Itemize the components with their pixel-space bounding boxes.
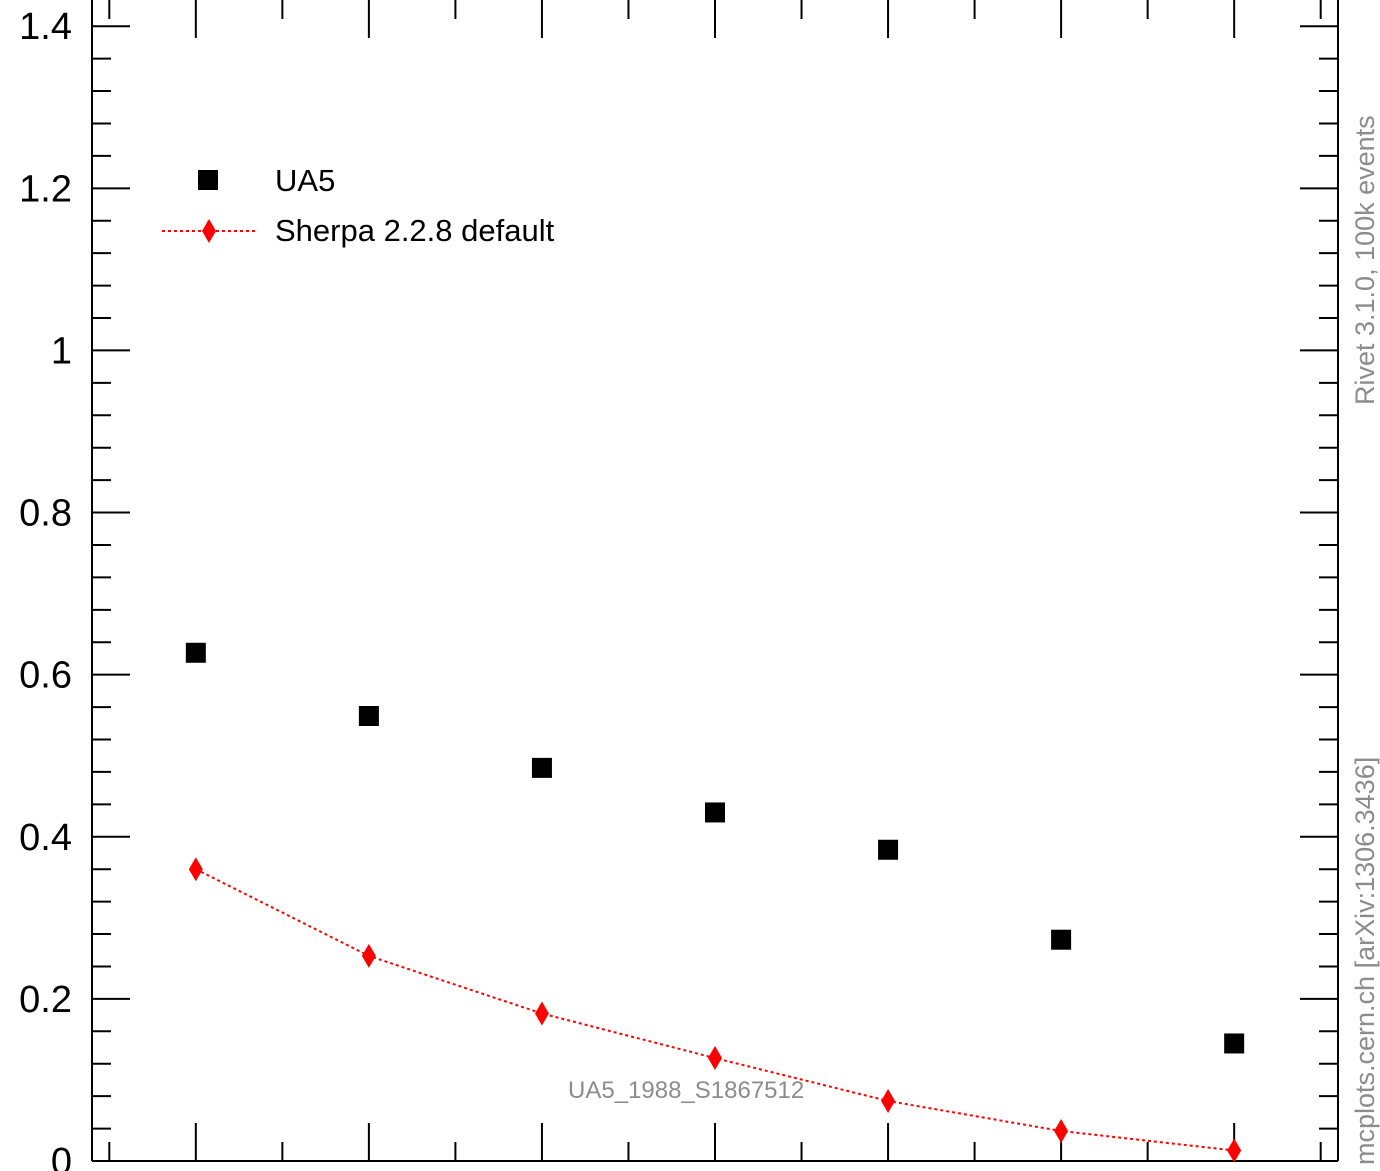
- legend-marker-ua5: [198, 170, 218, 190]
- sherpa-point: [881, 1089, 896, 1114]
- series-ua5: [185, 642, 1245, 1054]
- y-tick-label: 0.4: [19, 817, 72, 859]
- sherpa-point: [708, 1046, 722, 1071]
- sherpa-point: [1227, 1138, 1242, 1163]
- series-sherpa: [188, 857, 1242, 1163]
- y-axis: 0 0.2 0.4 0.6 0.8 1 1.2 1.4: [19, 6, 1338, 1171]
- legend-marker-sherpa: [202, 219, 216, 243]
- ua5-point: [878, 839, 899, 860]
- ua5-point: [531, 757, 552, 778]
- legend-label-sherpa: Sherpa 2.2.8 default: [275, 213, 555, 248]
- ua5-point: [705, 802, 725, 823]
- y-tick-label: 1.4: [19, 6, 72, 48]
- ua5-point: [1051, 929, 1072, 950]
- y-tick-label: 0.8: [19, 493, 72, 535]
- sherpa-line: [195, 868, 1235, 1152]
- y-tick-label: 0.6: [19, 655, 72, 697]
- sherpa-point: [188, 857, 203, 882]
- legend-label-ua5: UA5: [275, 163, 335, 198]
- y-tick-label: 1.2: [19, 168, 72, 210]
- mcplots-label: mcplots.cern.ch [arXiv:1306.3436]: [1350, 757, 1380, 1165]
- y-tick-label: 0: [51, 1141, 72, 1171]
- ua5-point: [185, 642, 206, 663]
- ua5-point: [1224, 1033, 1245, 1054]
- analysis-watermark: UA5_1988_S1867512: [568, 1077, 804, 1104]
- y-tick-label: 0.2: [19, 979, 72, 1021]
- sherpa-point: [534, 1001, 549, 1026]
- sherpa-point: [1054, 1119, 1069, 1144]
- rivet-label: Rivet 3.1.0, 100k events: [1350, 115, 1380, 405]
- y-tick-label: 1: [51, 330, 72, 372]
- sherpa-point: [361, 943, 376, 968]
- ua5-point: [358, 706, 379, 727]
- legend: UA5 Sherpa 2.2.8 default: [162, 163, 555, 248]
